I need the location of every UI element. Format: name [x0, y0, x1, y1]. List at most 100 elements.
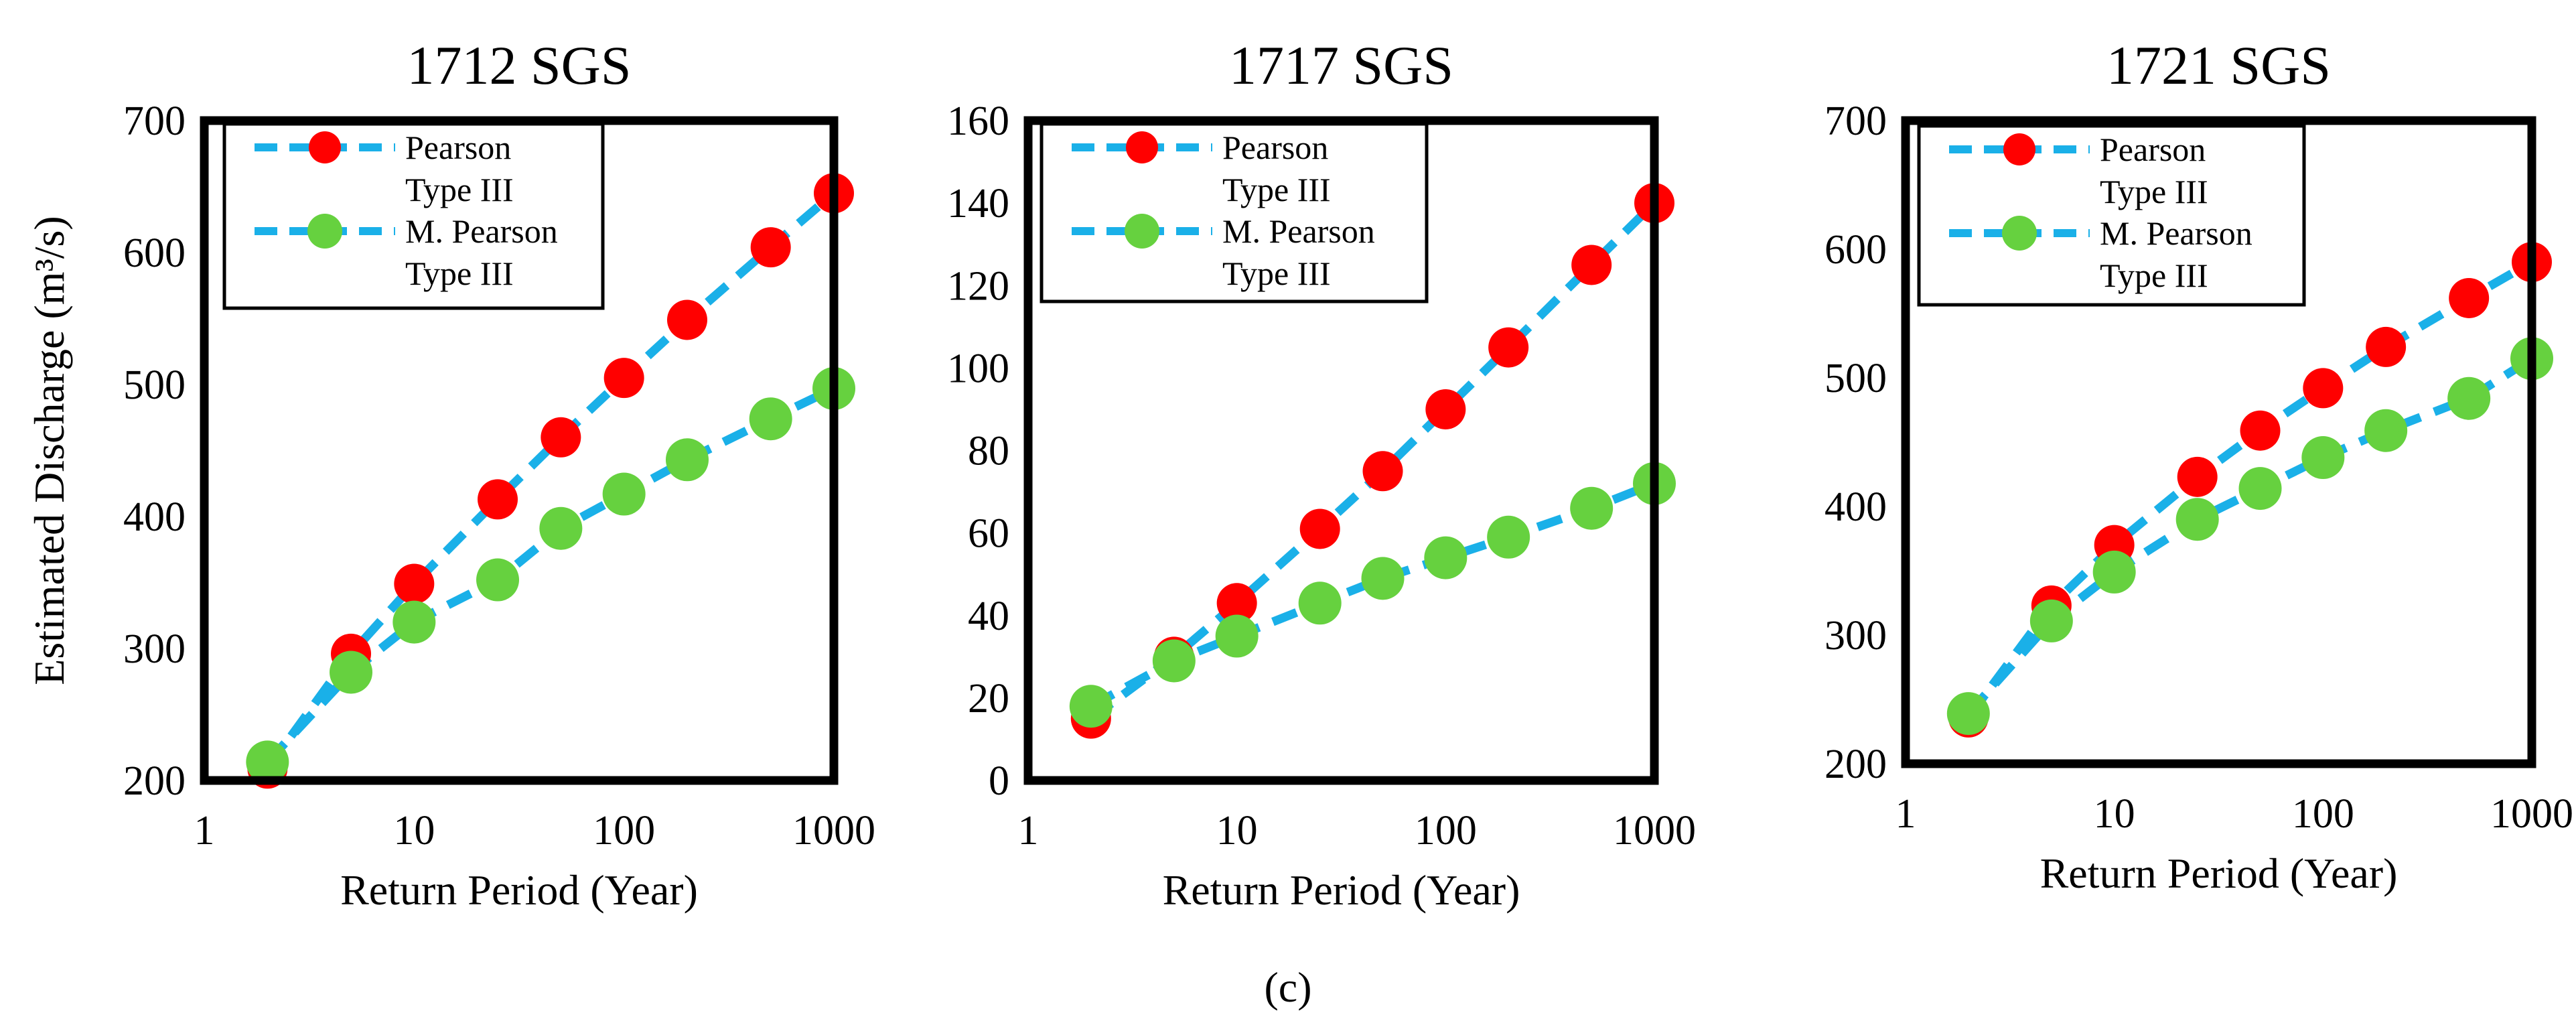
legend-marker [309, 131, 341, 163]
data-point-m-pearson [1361, 557, 1405, 600]
y-tick-label: 500 [123, 362, 186, 408]
legend: Pearson Type III M. Pearson Type III [222, 122, 605, 310]
data-point-pearson [394, 563, 435, 604]
y-tick-label: 40 [968, 594, 1009, 639]
x-tick-label: 1000 [2490, 791, 2573, 837]
legend-label: Type III [2100, 257, 2208, 294]
chart-title: 1721 SGS [2106, 35, 2331, 96]
plot-frame [200, 116, 839, 785]
data-point-m-pearson [749, 397, 792, 441]
data-point-m-pearson [1152, 639, 1196, 683]
legend: Pearson Type III M. Pearson Type III [1040, 122, 1429, 303]
legend-marker [2003, 133, 2035, 165]
legend-marker [1125, 214, 1159, 249]
data-point-m-pearson [602, 472, 646, 516]
y-tick-label: 700 [123, 98, 186, 144]
y-tick-label: 300 [123, 626, 186, 672]
legend-label: Type III [1222, 171, 1331, 208]
chart-title: 1717 SGS [1229, 35, 1453, 96]
x-tick-label: 100 [1415, 808, 1477, 853]
x-tick-label: 10 [393, 808, 435, 853]
legend-label: Type III [405, 255, 514, 292]
data-point-pearson [1299, 508, 1340, 549]
y-tick-label: 20 [968, 676, 1009, 722]
y-tick-label: 300 [1824, 613, 1887, 659]
y-tick-label: 400 [123, 494, 186, 540]
data-point-m-pearson [476, 558, 520, 602]
y-tick-label: 80 [968, 429, 1009, 474]
x-tick-label: 1 [194, 808, 215, 853]
plot-frame [1023, 116, 1659, 785]
legend-label: Pearson [405, 129, 511, 166]
data-point-m-pearson [2447, 376, 2491, 420]
legend: Pearson Type III M. Pearson Type III [1917, 124, 2306, 307]
data-point-pearson [1425, 389, 1466, 429]
data-point-pearson [2240, 410, 2281, 451]
x-tick-label: 100 [593, 808, 655, 853]
x-tick-label: 1 [1018, 808, 1039, 853]
legend-label: Type III [1222, 255, 1331, 292]
legend-label: M. Pearson [2100, 214, 2252, 252]
x-axis-title: Return Period (Year) [340, 866, 698, 914]
data-point-pearson [603, 358, 644, 399]
x-tick-label: 1000 [792, 808, 875, 853]
data-point-m-pearson [1215, 614, 1259, 658]
data-point-m-pearson [1487, 515, 1530, 559]
y-tick-label: 500 [1824, 356, 1887, 401]
y-tick-label: 600 [1824, 227, 1887, 273]
legend-label: Pearson [1222, 129, 1328, 166]
y-tick-label: 60 [968, 511, 1009, 557]
data-point-pearson [1571, 245, 1612, 285]
data-point-m-pearson [2092, 550, 2136, 594]
data-point-m-pearson [392, 600, 436, 644]
plot-frame [1901, 116, 2536, 768]
data-point-pearson [2177, 456, 2218, 497]
series-line-m-pearson [1964, 354, 2534, 717]
legend-label: Type III [405, 171, 514, 208]
y-tick-label: 400 [1824, 484, 1887, 530]
y-tick-label: 600 [123, 230, 186, 276]
y-tick-label: 0 [989, 758, 1009, 804]
data-point-m-pearson [246, 740, 289, 784]
legend-label: Pearson [2100, 131, 2206, 168]
x-tick-label: 10 [1216, 808, 1258, 853]
data-point-m-pearson [2238, 467, 2282, 510]
legend-label: M. Pearson [405, 212, 558, 250]
data-point-m-pearson [1946, 692, 1990, 736]
data-point-m-pearson [665, 438, 709, 482]
x-axis-title: Return Period (Year) [1163, 866, 1520, 914]
data-point-pearson [1362, 451, 1403, 492]
y-tick-label: 200 [123, 758, 186, 804]
x-tick-label: 100 [2292, 791, 2354, 837]
data-point-m-pearson [1298, 581, 1342, 625]
legend-marker [307, 214, 342, 249]
data-point-m-pearson [2029, 599, 2073, 642]
y-axis-title: Estimated Discharge (m³/s) [25, 216, 73, 685]
data-point-m-pearson [1570, 486, 1614, 530]
data-point-pearson [2366, 326, 2407, 367]
chart-3: 1721 SGS 200 300 400 500 600 700 1 10 100 1000 Retu… [1824, 35, 2573, 897]
data-point-m-pearson [2175, 498, 2219, 541]
data-point-pearson [1216, 583, 1257, 624]
data-point-pearson [478, 479, 518, 520]
data-point-pearson [541, 417, 581, 458]
x-tick-label: 1000 [1613, 808, 1696, 853]
y-tick-label: 700 [1824, 98, 1887, 144]
legend-box [1040, 122, 1429, 303]
legend-label: Type III [2100, 173, 2208, 210]
legend-marker [1126, 131, 1158, 163]
x-axis-title: Return Period (Year) [2040, 849, 2398, 897]
data-point-m-pearson [330, 651, 373, 694]
data-point-m-pearson [539, 506, 583, 550]
x-tick-label: 10 [2094, 791, 2135, 837]
data-point-m-pearson [1424, 536, 1468, 579]
legend-box [1917, 124, 2306, 307]
data-point-m-pearson [2301, 436, 2345, 480]
y-tick-label: 200 [1824, 742, 1887, 787]
chart-2: 1717 SGS 0 20 40 60 80 100 120 140 160 1 10 100 1000 R… [947, 35, 1696, 914]
legend-marker [2002, 216, 2037, 251]
data-point-pearson [2303, 368, 2344, 409]
chart-1: 1712 SGS 200 300 400 500 600 700 1 10 100 1000 Retu… [25, 35, 875, 914]
y-tick-label: 100 [947, 346, 1009, 391]
data-point-pearson [750, 227, 791, 268]
